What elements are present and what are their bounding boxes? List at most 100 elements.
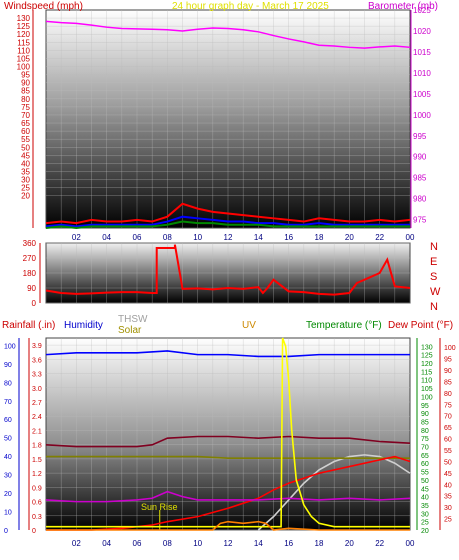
temperature-tick-label: 70 <box>421 445 429 452</box>
rainfall-tick-label: 2.1 <box>32 428 42 435</box>
rainfall-tick-label: 0.6 <box>32 500 42 507</box>
direction-panel-series <box>45 244 411 296</box>
wind-x-tick-label: 10 <box>193 233 202 242</box>
windspeed-tick-label: 20 <box>21 192 30 201</box>
dewpoint-tick-label: 95 <box>444 357 452 364</box>
dewpoint-tick-label: 50 <box>444 459 452 466</box>
barometer-tick-label: 1015 <box>413 48 431 57</box>
windspeed-tick-label: 35 <box>21 167 30 176</box>
chart-title: 24 hour graph day - March 17 2025 <box>172 1 329 12</box>
temperature-tick-label: 130 <box>421 344 433 351</box>
windspeed-tick-label: 25 <box>21 184 30 193</box>
humidity-tick-label: 40 <box>4 454 12 461</box>
humidity-tick-label: 0 <box>4 528 8 535</box>
weather-x-tick-label: 16 <box>284 539 293 548</box>
humidity-tick-label: 60 <box>4 417 12 424</box>
temperature-axis-title: Temperature (°F) <box>306 320 382 331</box>
compass-label: E <box>430 256 437 268</box>
dewpoint-tick-label: 60 <box>444 437 452 444</box>
weather-x-tick-label: 04 <box>102 539 111 548</box>
windspeed-tick-label: 95 <box>21 71 30 80</box>
dewpoint-tick-label: 100 <box>444 345 456 352</box>
humidity-tick-label: 30 <box>4 473 12 480</box>
dewpoint-tick-label: 70 <box>444 414 452 421</box>
rainfall-tick-label: 1.5 <box>32 457 42 464</box>
windspeed-tick-label: 40 <box>21 159 30 168</box>
barometer-tick-label: 990 <box>413 153 427 162</box>
temperature-tick-label: 35 <box>421 503 429 510</box>
rainfall-tick-label: 3.0 <box>32 386 42 393</box>
compass-label: N <box>430 241 438 253</box>
windspeed-tick-label: 70 <box>21 111 30 120</box>
windspeed-tick-label: 75 <box>21 103 30 112</box>
rainfall-tick-label: 0.9 <box>32 485 42 492</box>
sunrise-annotation: Sun Rise <box>141 502 178 512</box>
wind-x-tick-label: 22 <box>375 233 384 242</box>
humidity-tick-label: 20 <box>4 491 12 498</box>
weather-x-tick-label: 18 <box>315 539 324 548</box>
windspeed-tick-label: 45 <box>21 151 30 160</box>
wind-panel-series <box>45 20 411 230</box>
dewpoint-tick-label: 75 <box>444 402 452 409</box>
weather-x-tick-label: 14 <box>254 539 263 548</box>
humidity-tick-label: 100 <box>4 343 16 350</box>
temperature-tick-label: 95 <box>421 403 429 410</box>
windspeed-tick-label: 30 <box>21 176 30 185</box>
direction-tick-label: 360 <box>23 239 37 248</box>
humidity-tick-label: 70 <box>4 399 12 406</box>
temperature-tick-label: 100 <box>421 394 433 401</box>
series-line-rainfall <box>46 520 410 531</box>
wind-x-tick-label: 06 <box>133 233 142 242</box>
solar-label: Solar <box>118 325 142 336</box>
windspeed-axis-title: Windspeed (mph) <box>4 1 83 12</box>
weather-x-tick-label: 12 <box>224 539 233 548</box>
wind-x-tick-label: 04 <box>102 233 111 242</box>
weather-x-tick-label: 20 <box>345 539 354 548</box>
weather-x-tick-label: 08 <box>163 539 172 548</box>
direction-tick-label: 270 <box>23 254 37 263</box>
series-line-wind-average <box>45 215 410 228</box>
temperature-tick-label: 80 <box>421 428 429 435</box>
temperature-tick-label: 125 <box>421 353 433 360</box>
weather-x-tick-label: 06 <box>133 539 142 548</box>
barometer-tick-label: 980 <box>413 195 427 204</box>
rainfall-tick-label: 2.7 <box>32 400 42 407</box>
rainfall-tick-label: 3.9 <box>32 343 42 350</box>
temperature-tick-label: 45 <box>421 486 429 493</box>
humidity-tick-label: 80 <box>4 380 12 387</box>
barometer-tick-label: 975 <box>413 216 427 225</box>
barometer-tick-label: 1000 <box>413 111 431 120</box>
temperature-tick-label: 40 <box>421 495 429 502</box>
weather-x-tick-label: 22 <box>375 539 384 548</box>
compass-label: W <box>430 286 441 298</box>
temperature-tick-label: 60 <box>421 461 429 468</box>
humidity-tick-label: 90 <box>4 362 12 369</box>
dewpoint-axis-title: Dew Point (°F) <box>388 320 453 331</box>
series-line-uv <box>46 337 410 528</box>
temperature-tick-label: 50 <box>421 478 429 485</box>
barometer-tick-label: 1025 <box>413 6 431 15</box>
thsw-label: THSW <box>118 314 148 325</box>
wind-panel-axes: 2025303540455055606570758085909510010511… <box>17 6 432 242</box>
windspeed-tick-label: 105 <box>17 54 31 63</box>
barometer-tick-label: 995 <box>413 132 427 141</box>
humidity-tick-label: 10 <box>4 510 12 517</box>
temperature-tick-label: 85 <box>421 419 429 426</box>
temperature-tick-label: 115 <box>421 369 432 376</box>
compass-label: N <box>430 301 438 313</box>
uv-label: UV <box>242 320 256 331</box>
windspeed-tick-label: 65 <box>21 119 30 128</box>
rainfall-tick-label: 3.3 <box>32 372 42 379</box>
dewpoint-tick-label: 55 <box>444 448 452 455</box>
weather-panel-series <box>45 337 411 531</box>
temperature-tick-label: 105 <box>421 386 433 393</box>
windspeed-tick-label: 80 <box>21 95 30 104</box>
dewpoint-tick-label: 85 <box>444 379 452 386</box>
temperature-tick-label: 75 <box>421 436 429 443</box>
rainfall-tick-label: 0 <box>32 528 36 535</box>
barometer-tick-label: 1020 <box>413 27 431 36</box>
rainfall-tick-label: 3.6 <box>32 357 42 364</box>
barometer-tick-label: 985 <box>413 174 427 183</box>
